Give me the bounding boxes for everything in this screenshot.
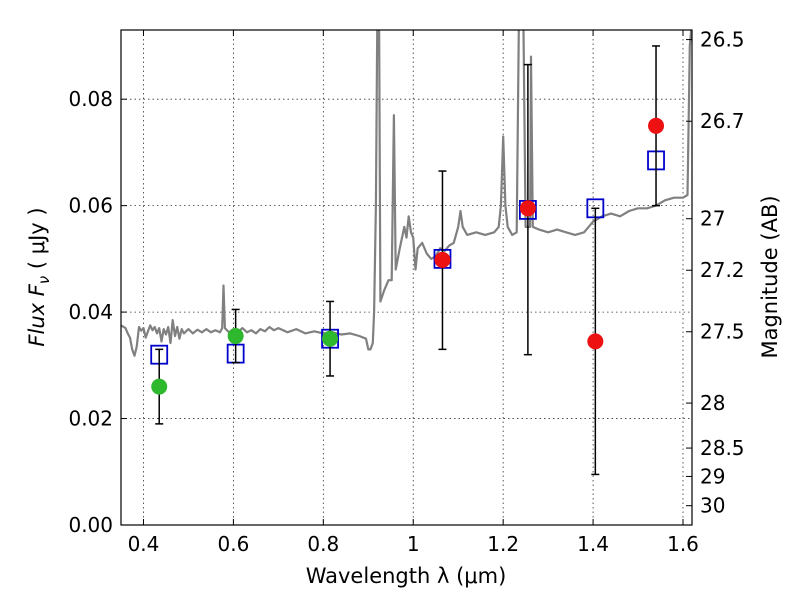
y2-axis-label: Magnitude (AB) bbox=[758, 195, 782, 358]
y2-tick-label: 27.2 bbox=[700, 258, 745, 282]
x-tick-label: 0.4 bbox=[128, 532, 160, 556]
plot-frame bbox=[120, 29, 693, 526]
y2-tick-label: 26.7 bbox=[700, 109, 745, 133]
y2-tick-label: 30 bbox=[700, 494, 725, 518]
observed-flux-point bbox=[227, 328, 244, 345]
y2-tick-label: 29 bbox=[700, 464, 725, 488]
x-tick-label: 1 bbox=[407, 532, 420, 556]
y2-tick-label: 27 bbox=[700, 207, 725, 231]
y-tick-label: 0.00 bbox=[68, 513, 113, 537]
observed-flux-point bbox=[648, 117, 665, 134]
x-tick-label: 1.4 bbox=[577, 532, 609, 556]
observed-flux-point bbox=[322, 330, 339, 347]
x-tick-label: 1.6 bbox=[667, 532, 699, 556]
y-tick-label: 0.02 bbox=[68, 407, 113, 431]
plot-area bbox=[121, 30, 692, 476]
x-tick-label: 0.6 bbox=[217, 532, 249, 556]
x-axis-label: Wavelength λ (μm) bbox=[306, 564, 507, 588]
y2-tick-label: 28 bbox=[700, 391, 725, 415]
y2-tick-label: 28.5 bbox=[700, 436, 745, 460]
spectrum-line bbox=[121, 30, 692, 357]
y-tick-label: 0.08 bbox=[68, 87, 113, 111]
observed-flux-point bbox=[434, 251, 451, 268]
grid bbox=[121, 30, 692, 526]
observed-flux-point bbox=[519, 200, 536, 217]
y-tick-label: 0.04 bbox=[68, 300, 113, 324]
y-axis-label-unit: ( μJy ) bbox=[25, 207, 49, 275]
y-tick-label: 0.06 bbox=[68, 194, 113, 218]
axis-ticks: 0.4 0.6 0.8 1 1.2 1.4 1.6 0.00 0.02 0.04 0.06 0.08 2… bbox=[68, 28, 744, 556]
y-axis-label: Flux Fν ( μJy ) bbox=[25, 207, 53, 346]
x-tick-label: 1.2 bbox=[487, 532, 519, 556]
x-tick-label: 0.8 bbox=[307, 532, 339, 556]
y-axis-label-sub: ν bbox=[35, 276, 53, 284]
y2-tick-label: 26.5 bbox=[700, 28, 745, 52]
observed-flux-point bbox=[587, 333, 604, 350]
observed-flux-point bbox=[151, 378, 168, 395]
plot-background bbox=[121, 30, 692, 525]
y2-tick-label: 27.5 bbox=[700, 320, 745, 344]
y-axis-label-main: Flux F bbox=[25, 283, 49, 346]
